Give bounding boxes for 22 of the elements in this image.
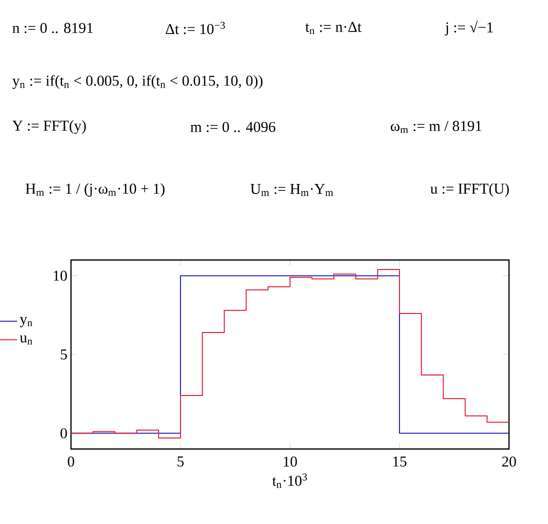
text: Δt := 10$^{−3}$: [166, 22, 225, 34]
text: ω$_{m}$ := m / 8191: [390, 120, 482, 134]
legend-label: y$_{n}$: [20, 317, 32, 328]
x-tick-label: 0: [68, 456, 74, 467]
y-tick-label: 0: [60, 428, 67, 438]
text: u := IFFT(U): [430, 183, 509, 197]
text: U$_{m}$ := H$_{m}$·Y$_{m}$: [250, 184, 334, 196]
y-tick-label: 5: [60, 350, 67, 360]
x-tick-label: 15: [393, 456, 406, 467]
x-tick-label: 10: [284, 456, 297, 467]
x-tick-label: 20: [502, 456, 516, 467]
text: Y := FFT(y): [12, 120, 86, 134]
x-tick-label: 5: [178, 456, 184, 466]
text: n := 0 .. 8191: [12, 22, 93, 34]
x-axis-title: t$_{n}$·10$^{3}$: [272, 474, 307, 488]
y-tick-label: 10: [54, 270, 67, 281]
text: j := √−1: [444, 20, 493, 36]
text: t$_{n}$ := n·Δt: [305, 22, 362, 34]
legend-label: u$_{n}$: [20, 336, 32, 345]
text: m := 0 .. 4096: [190, 122, 276, 132]
text: H$_{m}$ := 1 / (j·ω$_{m}$·10 + 1): [26, 183, 164, 197]
text: y$_{n}$ := if(t$_{n}$ < 0.005, 0, if(t$_{n}$ < 0.015, 10, 0)): [12, 75, 262, 89]
